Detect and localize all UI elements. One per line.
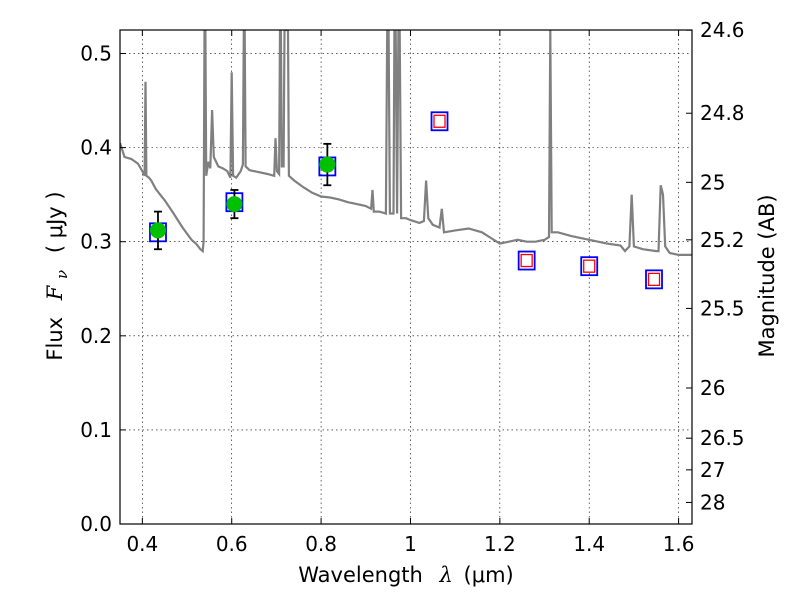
y-tick-label: 0.3: [80, 230, 112, 254]
spectrum-line: [120, 30, 692, 256]
y2-tick-label: 25.2: [700, 228, 745, 252]
y2-tick-label: 28: [700, 490, 725, 514]
upper-limit-marker: [433, 114, 446, 128]
y-axis-label-unit: ( μJy ): [43, 191, 67, 253]
spectrum-series: [120, 30, 692, 256]
y2-tick-label: 27: [700, 458, 725, 482]
upper-limit-marker: [647, 272, 661, 287]
plot-frame: [119, 29, 693, 525]
model-box: [430, 111, 449, 132]
y-tick-label: 0.4: [80, 136, 112, 160]
y2-tick-label: 26: [700, 376, 725, 400]
upper-limit-marker: [583, 259, 596, 273]
y2-tick-label: 24.6: [700, 18, 745, 42]
y2-axis-label: Magnitude (AB): [755, 194, 779, 357]
y-tick-label: 0.1: [80, 418, 112, 442]
y2-tick-label: 24.8: [700, 101, 745, 125]
axis-ticks: 0.4 0.6 0.8 1 1.2 1.4 1.6 0.0 0.1 0.2 0.3 0.4 0.5 24.…: [80, 18, 744, 556]
x-axis-label-unit: (μm): [464, 563, 514, 587]
y2-tick-label: 25: [700, 170, 725, 194]
x-axis-label: Wavelength λ (μm): [298, 563, 513, 587]
measured-point: [226, 196, 243, 213]
x-axis-label-text: Wavelength: [298, 563, 423, 587]
y-tick-label: 0.0: [80, 512, 112, 536]
model-box: [517, 250, 536, 271]
y-axis-label-text: Flux: [43, 317, 67, 361]
y-tick-label: 0.5: [80, 42, 112, 66]
y-axis-label-subscript: ν: [53, 270, 71, 279]
measured-point: [319, 156, 336, 173]
upper-limit-marker: [520, 253, 533, 268]
x-axis-label-symbol: λ: [439, 563, 453, 587]
y-axis-label: Flux F ν ( μJy ): [43, 191, 72, 360]
y-tick-label: 0.2: [80, 324, 112, 348]
x-tick-label: 1.6: [663, 532, 695, 556]
x-tick-label: 0.8: [305, 532, 337, 556]
y2-tick-label: 25.5: [700, 296, 745, 320]
x-tick-label: 0.6: [216, 532, 248, 556]
y2-tick-label: 26.5: [700, 426, 745, 450]
model-box: [580, 256, 599, 277]
x-tick-label: 1.4: [573, 532, 605, 556]
photometry-points: [149, 111, 663, 290]
y-axis-label-symbol: F: [43, 284, 67, 301]
x-tick-label: 1.2: [484, 532, 516, 556]
x-tick-label: 1: [404, 532, 417, 556]
x-tick-label: 0.4: [126, 532, 158, 556]
model-box: [645, 269, 663, 290]
measured-point: [149, 222, 166, 239]
